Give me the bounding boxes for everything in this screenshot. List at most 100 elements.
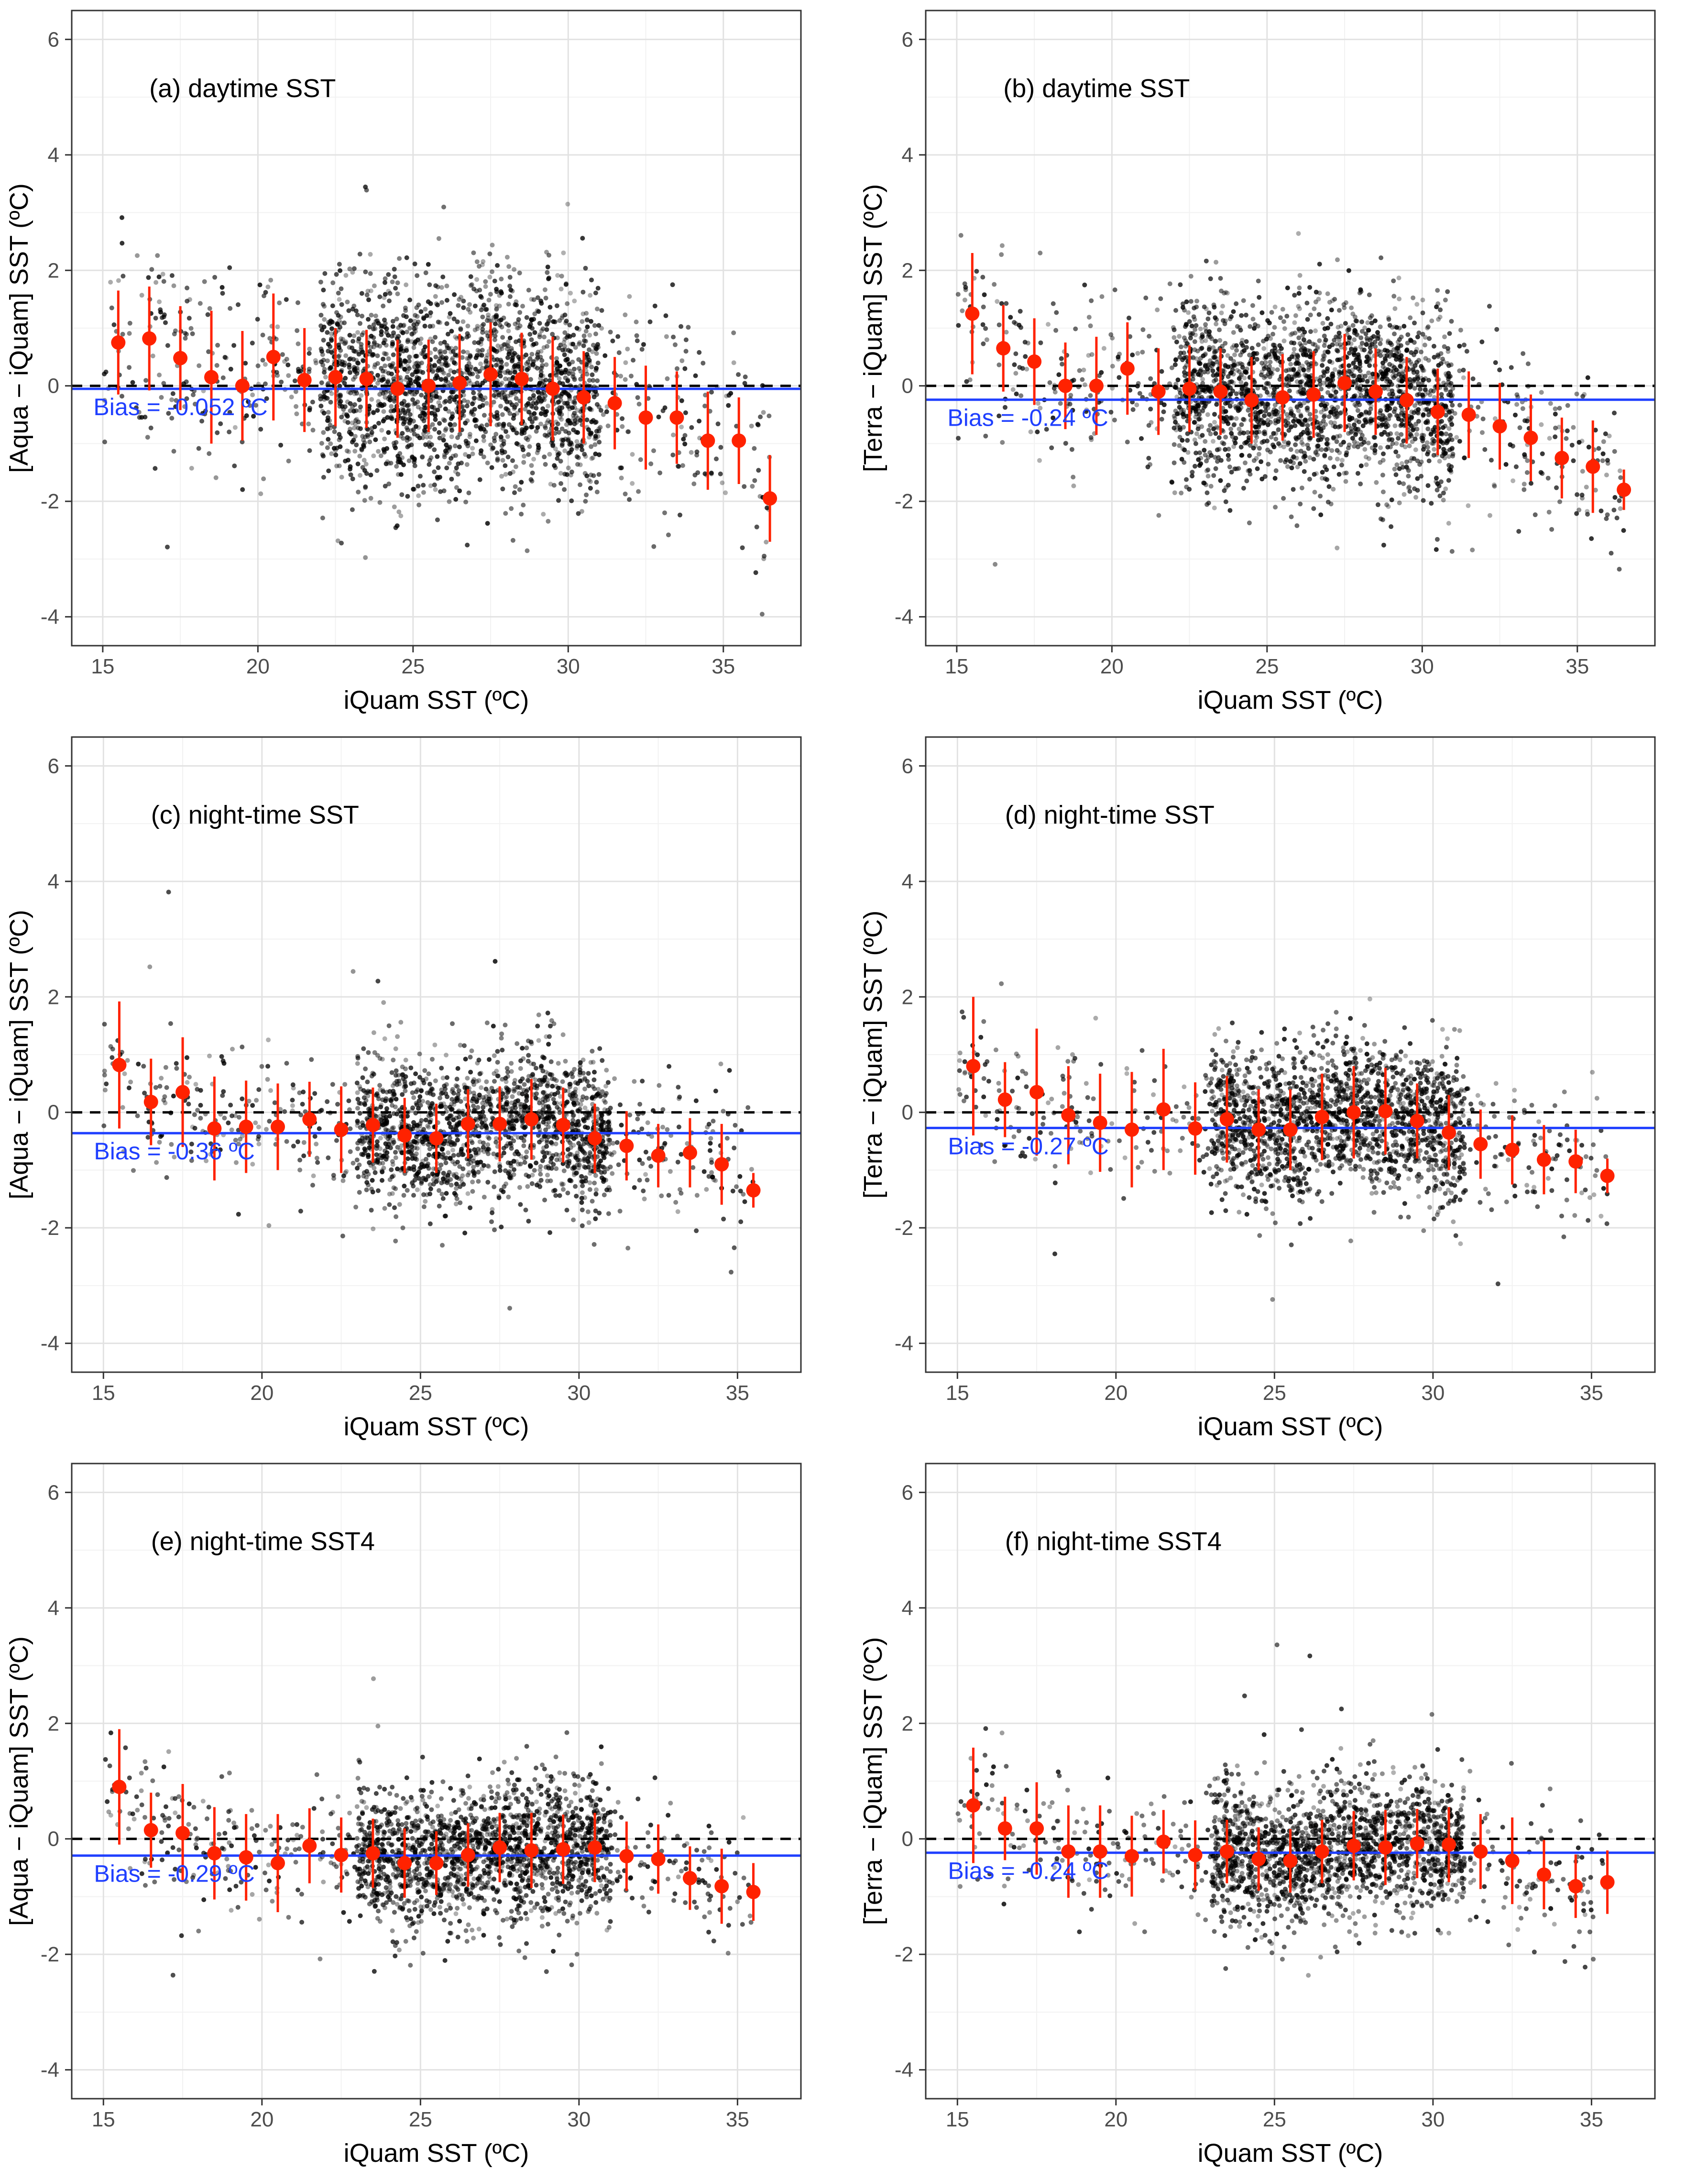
scatter-point: [1322, 452, 1327, 458]
scatter-point: [165, 544, 170, 550]
scatter-point: [626, 429, 631, 434]
scatter-point: [435, 285, 440, 289]
scatter-point: [386, 461, 391, 466]
scatter-point: [1223, 290, 1228, 295]
scatter-point: [584, 364, 589, 369]
scatter-point: [1184, 377, 1190, 382]
scatter-point: [1242, 348, 1247, 353]
scatter-point: [385, 379, 391, 385]
scatter-point: [1307, 285, 1313, 290]
scatter-point: [388, 408, 394, 414]
scatter-point: [1577, 507, 1582, 513]
scatter-point: [1407, 377, 1412, 382]
scatter-point: [437, 395, 442, 400]
scatter-point: [1528, 481, 1533, 486]
scatter-point: [421, 418, 427, 423]
scatter-point: [264, 396, 269, 401]
scatter-point: [1355, 332, 1360, 338]
scatter-point: [597, 440, 602, 445]
scatter-point: [1412, 385, 1417, 391]
scatter-point: [414, 424, 418, 429]
scatter-point: [1351, 360, 1356, 365]
scatter-point: [207, 306, 212, 311]
scatter-point: [253, 403, 259, 408]
scatter-point: [1172, 413, 1177, 418]
scatter-point: [337, 384, 342, 389]
scatter-point: [410, 372, 415, 377]
scatter-point: [1070, 407, 1075, 413]
scatter-point: [336, 392, 341, 397]
scatter-point: [336, 328, 341, 333]
scatter-point: [1205, 473, 1211, 479]
scatter-point: [1047, 380, 1052, 385]
scatter-point: [486, 315, 491, 320]
scatter-points: [955, 231, 1626, 572]
scatter-point: [1448, 381, 1454, 386]
scatter-point: [1392, 365, 1397, 370]
scatter-point: [474, 288, 479, 294]
scatter-point: [227, 429, 232, 435]
scatter-point: [508, 370, 513, 375]
scatter-point: [1128, 334, 1133, 339]
scatter-point: [960, 308, 965, 313]
scatter-point: [371, 410, 376, 415]
scatter-point: [589, 444, 594, 449]
scatter-point: [378, 402, 383, 407]
scatter-point: [1206, 500, 1211, 506]
scatter-point: [458, 327, 463, 332]
scatter-point: [417, 473, 423, 479]
scatter-point: [358, 473, 362, 478]
scatter-point: [1194, 431, 1199, 436]
scatter-point: [1574, 391, 1579, 396]
scatter-point: [1348, 341, 1354, 346]
scatter-point: [1335, 357, 1340, 363]
scatter-point: [340, 337, 346, 342]
scatter-point: [665, 376, 670, 381]
scatter-point: [1372, 318, 1378, 323]
scatter-point: [1422, 342, 1427, 348]
scatter-point: [562, 343, 567, 349]
scatter-point: [534, 429, 539, 434]
scatter-point: [376, 449, 381, 454]
scatter-point: [344, 448, 350, 453]
scatter-point: [444, 363, 449, 368]
scatter-point: [1171, 325, 1176, 330]
scatter-point: [691, 481, 697, 486]
scatter-point: [389, 414, 394, 419]
scatter-point: [420, 370, 426, 375]
scatter-point: [709, 389, 714, 395]
scatter-point: [1311, 457, 1316, 462]
x-tick-label: 15: [945, 655, 968, 678]
scatter-point: [427, 440, 432, 445]
scatter-point: [1037, 458, 1042, 463]
scatter-point: [693, 373, 698, 378]
scatter-point: [559, 426, 565, 431]
scatter-point: [1215, 426, 1221, 431]
scatter-point: [289, 395, 294, 400]
scatter-point: [1137, 391, 1142, 396]
scatter-point: [401, 323, 406, 329]
scatter-point: [1246, 407, 1251, 413]
scatter-point: [1557, 499, 1562, 505]
scatter-point: [258, 427, 263, 432]
scatter-point: [1355, 408, 1360, 413]
scatter-point: [1200, 377, 1205, 382]
scatter-point: [543, 462, 548, 467]
scatter-point: [1227, 404, 1233, 409]
scatter-point: [555, 366, 560, 372]
scatter-point: [464, 462, 470, 467]
scatter-point: [956, 436, 961, 441]
scatter-point: [443, 449, 448, 453]
scatter-point: [415, 375, 420, 380]
scatter-point: [1446, 521, 1451, 526]
scatter-point: [435, 517, 440, 522]
scatter-point: [579, 509, 584, 514]
scatter-point: [563, 282, 569, 287]
scatter-point: [433, 487, 438, 492]
scatter-point: [146, 275, 151, 280]
scatter-point: [346, 449, 351, 454]
scatter-point: [1253, 410, 1258, 415]
scatter-point: [352, 374, 358, 380]
scatter-point: [1565, 428, 1570, 433]
scatter-point: [1259, 418, 1264, 423]
